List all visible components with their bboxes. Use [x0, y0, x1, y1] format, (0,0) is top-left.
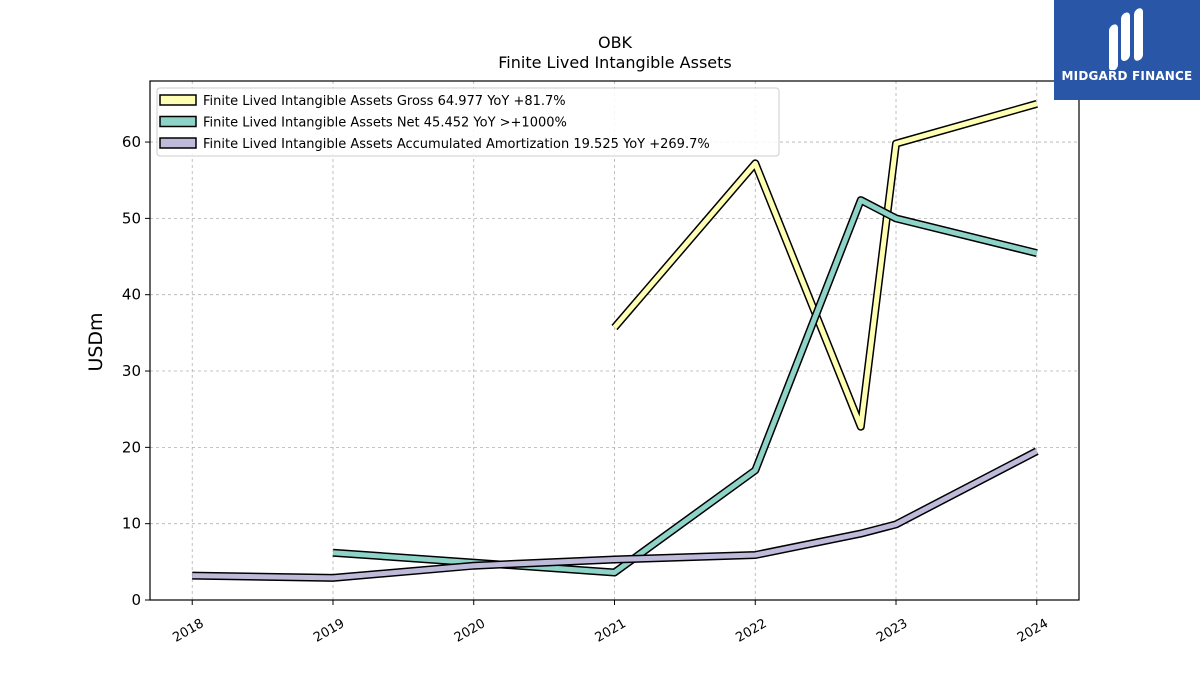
legend-box: [156, 87, 780, 157]
series-line-1: [612, 101, 1038, 430]
brand-logo: MIDGARD FINANCE: [1054, 0, 1200, 100]
x-tick-label: 2021: [593, 616, 629, 646]
series-line-3: [192, 448, 1038, 581]
x-tick-label: 2023: [874, 616, 910, 646]
grid-lines: [150, 81, 1079, 601]
series-layer: [192, 100, 1039, 582]
y-tick-label: 20: [122, 438, 141, 456]
legend-swatch: [159, 94, 197, 106]
x-tick-label: 2024: [1015, 616, 1051, 646]
y-tick-label: 10: [122, 515, 141, 533]
legend-entry: Finite Lived Intangible Assets Net 45.45…: [203, 116, 567, 131]
legend: Finite Lived Intangible Assets Gross 64.…: [156, 87, 780, 157]
chart-subtitle: Finite Lived Intangible Assets: [498, 53, 731, 72]
y-tick-label: 0: [131, 591, 141, 609]
legend-entry: Finite Lived Intangible Assets Accumulat…: [203, 137, 710, 152]
x-tick-label: 2019: [311, 616, 347, 646]
legend-swatch: [159, 115, 197, 128]
y-tick-label: 60: [122, 133, 141, 151]
x-tick-label: 2018: [170, 616, 206, 646]
legend-swatch: [159, 137, 197, 149]
brand-name: MIDGARD FINANCE: [1061, 69, 1193, 83]
y-tick-label: 50: [122, 209, 141, 227]
legend-entry: Finite Lived Intangible Assets Gross 64.…: [203, 94, 566, 109]
brand-mark-icon: [1109, 8, 1143, 70]
y-axis-label: USDm: [85, 312, 107, 371]
y-tick-label: 40: [122, 286, 141, 304]
x-tick-label: 2022: [733, 616, 769, 646]
y-axis: 0 10 20 30 40 50 60: [122, 133, 150, 609]
series-line-2: [332, 197, 1038, 575]
y-tick-label: 30: [122, 362, 141, 380]
chart-title: OBK: [598, 33, 633, 52]
series-outline-2: [332, 196, 1038, 577]
x-tick-label: 2020: [452, 616, 488, 646]
x-axis: 2018 2019 2020 2021 2022 2023 2024: [170, 600, 1051, 646]
